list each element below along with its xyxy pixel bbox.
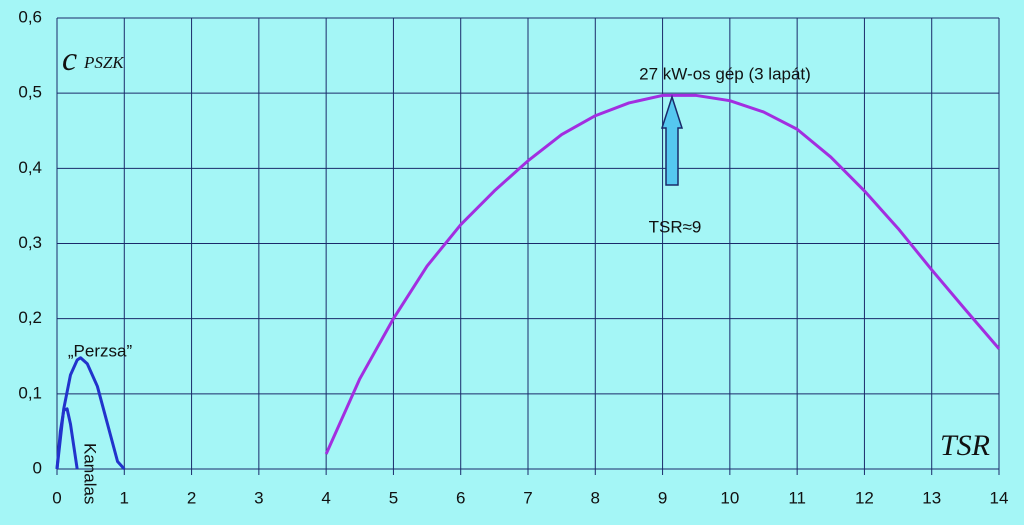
x-tick-label: 11 [788,488,806,507]
arrow [660,94,684,186]
x-tick-label: 2 [187,488,196,507]
x-tick-label: 5 [389,488,398,507]
y-tick-label: 0,4 [18,158,42,177]
series-label: „Perzsa” [68,341,133,360]
y-axis-label-sub: PSZK [83,53,125,72]
x-tick-label: 10 [720,488,739,507]
x-tick-label: 1 [120,488,129,507]
x-tick-label: 14 [990,488,1009,507]
y-axis-label: c [62,41,77,78]
y-tick-label: 0,2 [18,308,42,327]
series-label: 27 kW-os gép (3 lapát) [639,64,811,83]
series-line [55,407,79,470]
y-tick-label: 0,5 [18,83,42,102]
x-tick-label: 0 [52,488,61,507]
x-tick-label: 9 [658,488,667,507]
x-tick-label: 7 [523,488,532,507]
y-tick-label: 0 [33,458,42,477]
series-label: Kanalas [81,443,100,504]
y-tick-label: 0,3 [18,233,42,252]
annotation: TSR≈9 [649,217,702,236]
x-tick-label: 8 [591,488,600,507]
y-tick-label: 0,6 [18,7,42,26]
x-tick-label: 12 [855,488,874,507]
x-axis-label: TSR [940,429,990,462]
series-line [55,356,126,471]
series-line [324,93,1001,455]
x-tick-label: 4 [321,488,330,507]
x-tick-label: 3 [254,488,263,507]
x-tick-label: 13 [922,488,941,507]
y-tick-label: 0,1 [18,383,42,402]
x-tick-label: 6 [456,488,465,507]
